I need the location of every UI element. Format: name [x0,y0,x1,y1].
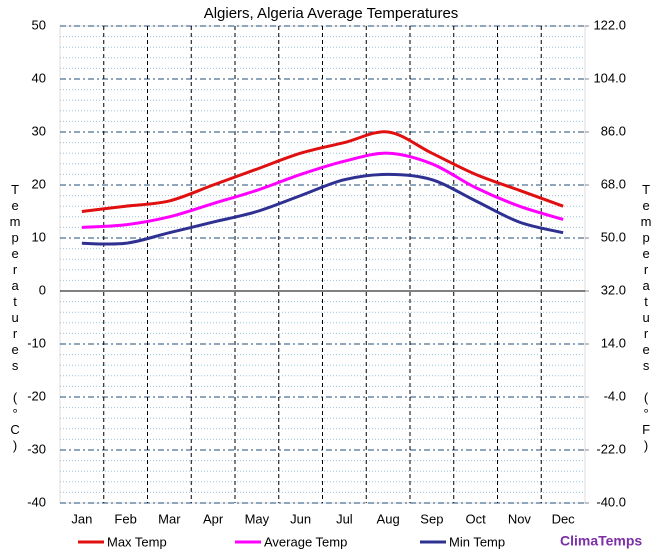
x-tick-label: Apr [203,511,224,526]
x-tick-label: Mar [158,511,181,526]
y-tick-label: 20 [32,176,46,191]
x-tick-label: Oct [466,511,487,526]
x-tick-label: Jul [336,511,353,526]
series-line [81,172,564,246]
x-tick-label: Feb [114,511,136,526]
y-tick-label: 0 [39,282,46,297]
y2-tick-label: 68.0 [601,176,626,191]
y-tick-label: 30 [32,123,46,138]
x-tick-label: May [245,511,270,526]
y2-tick-label: 104.0 [593,70,626,85]
y2-tick-label: 50.0 [601,229,626,244]
y2-tick-label: 122.0 [593,17,626,32]
brand: ClimaTemps [560,533,642,549]
y-tick-label: 40 [32,70,46,85]
y2-tick-label: 86.0 [601,123,626,138]
x-tick-label: Jan [71,511,92,526]
y2-axis-label: Temperatures (°F) [639,182,654,454]
legend-label: Max Temp [107,534,167,549]
y-tick-label: -30 [27,441,46,456]
y-tick-label: -10 [27,335,46,350]
legend-label: Average Temp [264,534,347,549]
y-tick-label: -40 [27,494,46,509]
y-axis-label: Temperatures (°C) [8,182,23,454]
x-tick-label: Dec [552,511,576,526]
x-tick-label: Aug [377,511,400,526]
x-tick-label: Sep [420,511,443,526]
y2-tick-label: -22.0 [596,441,626,456]
x-tick-label: Jun [290,511,311,526]
y2-tick-label: 32.0 [601,282,626,297]
series-line [81,130,564,213]
y2-tick-label: -40.0 [596,494,626,509]
y-tick-label: -20 [27,388,46,403]
x-tick-label: Nov [508,511,532,526]
y2-tick-label: 14.0 [601,335,626,350]
series-line [81,151,564,229]
y-tick-label: 50 [32,17,46,32]
legend-label: Min Temp [449,534,505,549]
y-tick-label: 10 [32,229,46,244]
chart-title: Algiers, Algeria Average Temperatures [204,5,459,22]
y2-tick-label: -4.0 [604,388,626,403]
